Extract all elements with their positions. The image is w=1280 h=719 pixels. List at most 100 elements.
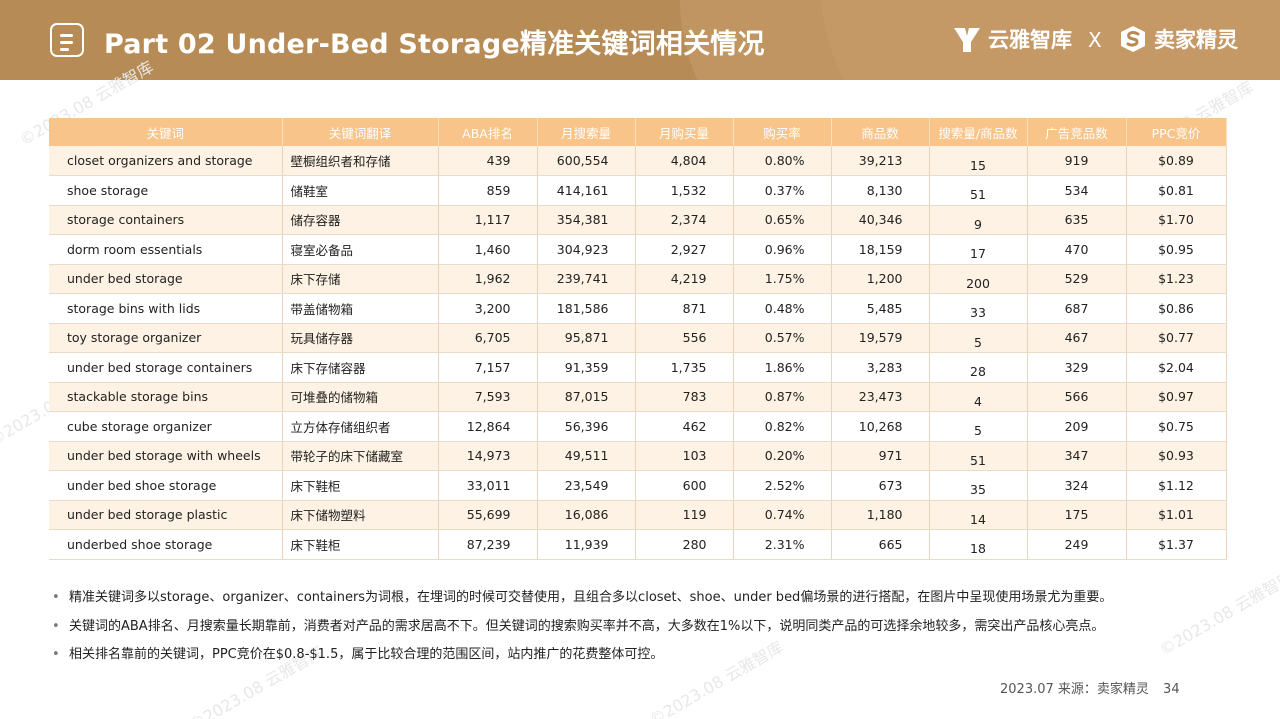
cell-keyword: under bed shoe storage bbox=[49, 470, 283, 501]
cell-ad-competitors: 347 bbox=[1027, 441, 1127, 471]
cell-ad-competitors: 209 bbox=[1027, 411, 1127, 442]
cell-keyword: storage containers bbox=[49, 205, 283, 235]
cell-translation: 带轮子的床下储藏室 bbox=[282, 441, 439, 471]
brand-separator: X bbox=[1088, 28, 1102, 52]
cell-ppc-bid: $0.77 bbox=[1126, 323, 1227, 353]
mjjl-logo-icon bbox=[1121, 26, 1145, 52]
table-row: shoe storage 储鞋室 859 414,161 1,532 0.37% 8,130… bbox=[49, 175, 1227, 206]
cell-aba-rank: 1,962 bbox=[438, 264, 538, 294]
column-header-aba-rank: ABA排名 bbox=[438, 118, 538, 146]
cell-ad-competitors: 329 bbox=[1027, 352, 1127, 383]
cell-monthly-search: 16,086 bbox=[537, 500, 636, 530]
cell-aba-rank: 33,011 bbox=[438, 470, 538, 501]
cell-product-count: 673 bbox=[831, 470, 930, 501]
page-title: Part 02 Under-Bed Storage精准关键词相关情况 bbox=[104, 29, 765, 60]
cell-purchase-rate: 0.37% bbox=[733, 175, 832, 206]
cell-monthly-search: 414,161 bbox=[537, 175, 636, 206]
mjjl-brand: 卖家精灵 bbox=[1118, 24, 1238, 54]
cell-translation: 床下储物塑料 bbox=[282, 500, 439, 530]
cell-aba-rank: 7,157 bbox=[438, 352, 538, 383]
column-header-monthly-purchase: 月购买量 bbox=[635, 118, 734, 146]
cell-product-count: 5,485 bbox=[831, 293, 930, 324]
cell-ad-competitors: 534 bbox=[1027, 175, 1127, 206]
column-header-purchase-rate: 购买率 bbox=[733, 118, 832, 146]
page-number: 34 bbox=[1163, 682, 1180, 697]
cell-keyword: underbed shoe storage bbox=[49, 529, 283, 560]
cell-product-count: 40,346 bbox=[831, 205, 930, 235]
cell-purchase-rate: 0.74% bbox=[733, 500, 832, 530]
cell-ad-competitors: 566 bbox=[1027, 382, 1127, 412]
cell-product-count: 8,130 bbox=[831, 175, 930, 206]
cell-keyword: under bed storage containers bbox=[49, 352, 283, 383]
yunya-logo-icon bbox=[954, 28, 980, 52]
keyword-table-container: 关键词 关键词翻译 ABA排名 月搜索量 月购买量 购买率 商品数 搜索量/商品… bbox=[49, 118, 1227, 560]
cell-ad-competitors: 324 bbox=[1027, 470, 1127, 501]
table-row: toy storage organizer 玩具储存器 6,705 95,871 556… bbox=[49, 323, 1227, 353]
cell-monthly-purchase: 119 bbox=[635, 500, 734, 530]
cell-purchase-rate: 0.20% bbox=[733, 441, 832, 471]
cell-monthly-purchase: 103 bbox=[635, 441, 734, 471]
cell-purchase-rate: 2.52% bbox=[733, 470, 832, 501]
cell-aba-rank: 55,699 bbox=[438, 500, 538, 530]
cell-translation: 储存容器 bbox=[282, 205, 439, 235]
cell-translation: 壁橱组织者和存储 bbox=[282, 146, 439, 176]
cell-translation: 寝室必备品 bbox=[282, 234, 439, 265]
cell-monthly-search: 56,396 bbox=[537, 411, 636, 442]
cell-ad-competitors: 470 bbox=[1027, 234, 1127, 265]
column-header-product-count: 商品数 bbox=[831, 118, 930, 146]
cell-translation: 储鞋室 bbox=[282, 175, 439, 206]
column-header-monthly-search: 月搜索量 bbox=[537, 118, 636, 146]
cell-monthly-purchase: 1,532 bbox=[635, 175, 734, 206]
cell-monthly-purchase: 462 bbox=[635, 411, 734, 442]
cell-monthly-search: 239,741 bbox=[537, 264, 636, 294]
cell-monthly-purchase: 556 bbox=[635, 323, 734, 353]
cell-ppc-bid: $1.01 bbox=[1126, 500, 1227, 530]
column-header-ppc-bid: PPC竞价 bbox=[1126, 118, 1227, 146]
cell-keyword: under bed storage with wheels bbox=[49, 441, 283, 471]
table-row: under bed shoe storage 床下鞋柜 33,011 23,549 60… bbox=[49, 470, 1227, 501]
cell-keyword: under bed storage bbox=[49, 264, 283, 294]
cell-aba-rank: 859 bbox=[438, 175, 538, 206]
page-header: Part 02 Under-Bed Storage精准关键词相关情况 云雅智库 … bbox=[0, 0, 1280, 80]
cell-translation: 玩具储存器 bbox=[282, 323, 439, 353]
cell-search-per-product: 18 bbox=[929, 529, 1028, 560]
cell-aba-rank: 7,593 bbox=[438, 382, 538, 412]
cell-search-per-product: 15 bbox=[929, 146, 1028, 176]
cell-translation: 床下鞋柜 bbox=[282, 529, 439, 560]
cell-translation: 床下存储 bbox=[282, 264, 439, 294]
yunya-brand: 云雅智库 bbox=[952, 24, 1072, 54]
cell-aba-rank: 3,200 bbox=[438, 293, 538, 324]
cell-monthly-search: 95,871 bbox=[537, 323, 636, 353]
cell-ad-competitors: 175 bbox=[1027, 500, 1127, 530]
cell-monthly-search: 304,923 bbox=[537, 234, 636, 265]
cell-purchase-rate: 0.80% bbox=[733, 146, 832, 176]
cell-ad-competitors: 529 bbox=[1027, 264, 1127, 294]
cell-search-per-product: 14 bbox=[929, 500, 1028, 530]
cell-product-count: 1,180 bbox=[831, 500, 930, 530]
cell-search-per-product: 5 bbox=[929, 411, 1028, 442]
cell-monthly-search: 91,359 bbox=[537, 352, 636, 383]
cell-translation: 带盖储物箱 bbox=[282, 293, 439, 324]
cell-purchase-rate: 0.87% bbox=[733, 382, 832, 412]
cell-monthly-purchase: 2,927 bbox=[635, 234, 734, 265]
cell-search-per-product: 17 bbox=[929, 234, 1028, 265]
cell-monthly-purchase: 783 bbox=[635, 382, 734, 412]
cell-ad-competitors: 249 bbox=[1027, 529, 1127, 560]
cell-search-per-product: 51 bbox=[929, 441, 1028, 471]
cell-monthly-search: 49,511 bbox=[537, 441, 636, 471]
cell-monthly-purchase: 1,735 bbox=[635, 352, 734, 383]
note-item: 相关排名靠前的关键词，PPC竞价在$0.8-$1.5，属于比较合理的范围区间，站… bbox=[52, 645, 1232, 674]
cell-purchase-rate: 2.31% bbox=[733, 529, 832, 560]
cell-aba-rank: 87,239 bbox=[438, 529, 538, 560]
cell-ppc-bid: $0.95 bbox=[1126, 234, 1227, 265]
cell-purchase-rate: 1.75% bbox=[733, 264, 832, 294]
cell-keyword: closet organizers and storage bbox=[49, 146, 283, 176]
cell-monthly-purchase: 871 bbox=[635, 293, 734, 324]
cell-ad-competitors: 687 bbox=[1027, 293, 1127, 324]
cell-product-count: 3,283 bbox=[831, 352, 930, 383]
cell-search-per-product: 33 bbox=[929, 293, 1028, 324]
cell-monthly-search: 600,554 bbox=[537, 146, 636, 176]
cell-aba-rank: 1,117 bbox=[438, 205, 538, 235]
cell-monthly-search: 11,939 bbox=[537, 529, 636, 560]
cell-aba-rank: 12,864 bbox=[438, 411, 538, 442]
